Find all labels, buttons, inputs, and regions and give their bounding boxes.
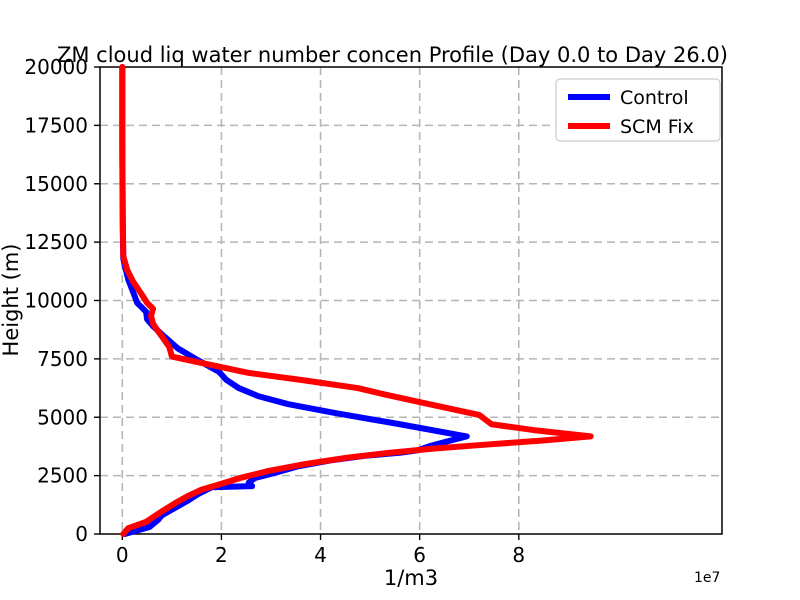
x-tick-label: 2 [215, 543, 228, 567]
data-series-group [119, 64, 594, 537]
x-axis-offset-label: 1e7 [694, 570, 720, 586]
y-tick-label: 5000 [37, 405, 88, 429]
y-tick-label: 20000 [24, 55, 88, 79]
y-tick-label: 10000 [24, 289, 88, 313]
y-axis-title: Height (m) [0, 244, 23, 357]
x-tick-label: 8 [512, 543, 525, 567]
x-axis-title: 1/m3 [384, 566, 438, 590]
plot-area-background [100, 67, 722, 534]
y-tick-label: 15000 [24, 172, 88, 196]
y-tick-label: 12500 [24, 230, 88, 254]
y-tick-labels: 0 2500 5000 7500 10000 12500 15000 17500 20000 [24, 55, 88, 546]
y-tick-marks [94, 66, 100, 535]
chart-legend[interactable]: Control SCM Fix [555, 78, 721, 142]
series-line-scm-fix [119, 64, 594, 537]
x-tick-labels: 0 2 4 6 8 [116, 543, 525, 567]
x-tick-label: 4 [314, 543, 327, 567]
x-tick-marks [121, 534, 520, 540]
legend-label-control: Control [620, 87, 689, 109]
x-tick-label: 0 [116, 543, 129, 567]
legend-label-scm-fix: SCM Fix [620, 116, 694, 138]
y-tick-label: 0 [75, 522, 88, 546]
x-tick-label: 6 [413, 543, 426, 567]
y-tick-label: 2500 [37, 464, 88, 488]
y-tick-label: 17500 [24, 113, 88, 137]
y-tick-label: 7500 [37, 347, 88, 371]
page-title: ZM cloud liq water number concen Profile… [57, 43, 728, 67]
